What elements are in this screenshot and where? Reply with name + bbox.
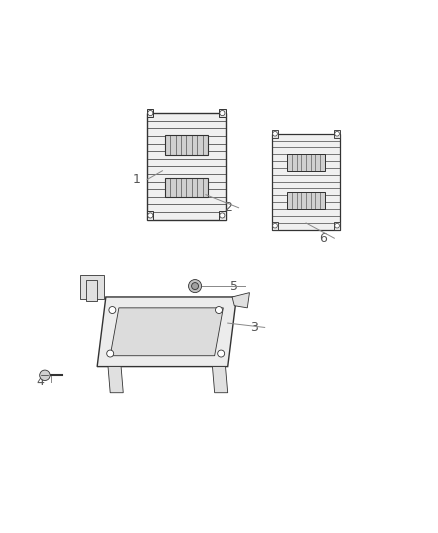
Bar	[147, 109, 153, 117]
Bar	[165, 178, 208, 197]
Bar	[219, 109, 226, 117]
Circle shape	[188, 279, 201, 293]
Circle shape	[148, 110, 153, 116]
Circle shape	[148, 213, 153, 218]
Circle shape	[40, 370, 50, 381]
Text: 1: 1	[132, 173, 140, 186]
Text: 6: 6	[319, 232, 327, 245]
Bar	[287, 192, 325, 209]
Bar	[80, 275, 104, 299]
Polygon shape	[232, 293, 250, 308]
Bar	[287, 154, 325, 171]
Circle shape	[218, 350, 225, 357]
Bar	[219, 211, 226, 220]
Polygon shape	[97, 297, 237, 367]
Polygon shape	[212, 367, 228, 393]
Polygon shape	[86, 279, 97, 301]
Bar	[272, 222, 278, 230]
Text: 5: 5	[230, 280, 238, 293]
Circle shape	[335, 223, 339, 228]
Circle shape	[335, 132, 339, 136]
Text: 3: 3	[250, 321, 258, 334]
Circle shape	[191, 282, 198, 289]
Circle shape	[220, 110, 225, 116]
Bar	[334, 130, 340, 138]
Bar	[147, 211, 153, 220]
Polygon shape	[108, 367, 123, 393]
Polygon shape	[110, 308, 223, 356]
Bar	[334, 222, 340, 230]
Bar	[147, 113, 226, 220]
Circle shape	[273, 132, 277, 136]
Bar	[165, 135, 208, 155]
Circle shape	[273, 223, 277, 228]
Circle shape	[107, 350, 114, 357]
Bar	[272, 130, 278, 138]
Bar	[272, 134, 340, 230]
Circle shape	[109, 306, 116, 313]
Text: 2: 2	[224, 201, 232, 214]
Text: 4: 4	[37, 375, 45, 389]
Circle shape	[215, 306, 223, 313]
Circle shape	[220, 213, 225, 218]
